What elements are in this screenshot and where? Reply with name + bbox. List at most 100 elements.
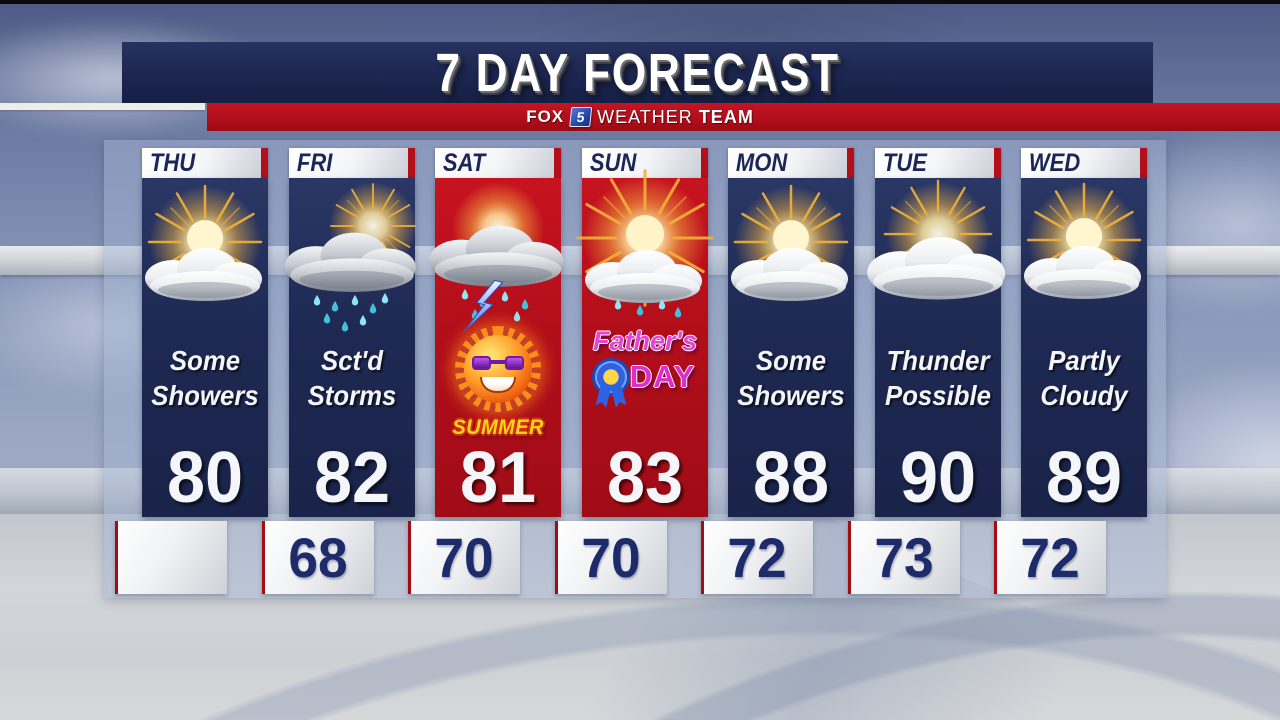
day-column-wed: WED Partly Cloudy 89 72	[994, 148, 1147, 594]
day-column-mon: MON Some Showers 88 72	[701, 148, 854, 594]
day-header: SUN	[582, 148, 708, 178]
sunglasses-bridge	[490, 360, 506, 364]
day-header: THU	[142, 148, 268, 178]
condition-line: Cloudy	[1040, 380, 1128, 411]
day-body: SUMMER 81	[429, 178, 564, 518]
sunglasses-icon	[472, 356, 491, 370]
high-temp: 83	[606, 438, 684, 518]
day-label: SUN	[589, 148, 637, 177]
day-label: MON	[735, 148, 788, 177]
day-body: Sct'd Storms 82	[284, 178, 418, 518]
low-temp-box: 70	[408, 521, 520, 594]
low-temp-box: 68	[262, 521, 374, 594]
low-temp: 70	[434, 526, 494, 589]
low-temp-box	[115, 521, 227, 594]
fathers-day-row: DAY	[594, 359, 696, 395]
day-header: MON	[728, 148, 854, 178]
sun-showers-icon	[560, 169, 730, 332]
low-box-red-bar	[555, 521, 558, 594]
high-temp: 89	[1045, 438, 1123, 518]
day-label: WED	[1028, 148, 1081, 177]
header-red-bar	[408, 148, 415, 178]
condition-line: Some	[755, 345, 827, 376]
partly-cloudy-icon	[706, 182, 876, 332]
day-label: TUE	[882, 148, 927, 177]
partly-cloudy-icon	[120, 182, 290, 332]
condition-text: Some Showers	[726, 343, 857, 413]
day-body: Father's DAY 83	[576, 169, 714, 518]
low-temp-box: 70	[555, 521, 667, 594]
low-temp: 70	[581, 526, 641, 589]
day-body: Some Showers 88	[728, 178, 854, 517]
condition-line: Storms	[307, 380, 397, 411]
day-body: Some Showers 80	[142, 178, 268, 517]
summer-text: SUMMER	[452, 416, 544, 439]
day-text: DAY	[629, 359, 696, 394]
condition-line: Thunder	[886, 345, 990, 376]
team-label: TEAM	[698, 106, 754, 127]
left-accent-strip	[0, 103, 205, 110]
low-temp: 72	[727, 526, 787, 589]
low-temp: 68	[288, 526, 348, 589]
day-header: WED	[1021, 148, 1147, 178]
header-red-bar	[261, 148, 268, 178]
condition-text: Some Showers	[140, 343, 271, 413]
header-red-bar	[554, 148, 561, 178]
sunglasses-icon	[505, 356, 524, 370]
low-box-red-bar	[408, 521, 411, 594]
low-temp-box: 72	[994, 521, 1106, 594]
brand-bar: FOX 5 WEATHER TEAM	[207, 103, 1280, 131]
header-red-bar	[1140, 148, 1147, 178]
fox-logo: FOX	[526, 107, 565, 126]
fathers-day-badge: Father's DAY	[582, 326, 708, 395]
day-label: FRI	[296, 148, 333, 177]
smile-icon	[480, 377, 516, 393]
low-box-red-bar	[262, 521, 265, 594]
top-letterbox-bar	[0, 0, 1280, 4]
thunderstorm-icon	[413, 182, 583, 333]
low-box-red-bar	[701, 521, 704, 594]
low-temp-box: 72	[701, 521, 813, 594]
condition-line: Showers	[737, 380, 845, 411]
low-temp	[118, 521, 224, 594]
high-temp: 81	[459, 438, 537, 518]
day-column-fri: FRI Sct'd Storms	[262, 148, 418, 594]
day-column-sat: SAT	[408, 148, 564, 594]
condition-line: Some	[169, 345, 241, 376]
high-temp: 88	[752, 438, 830, 518]
low-box-red-bar	[115, 521, 118, 594]
ribbon-rosette-icon	[594, 361, 627, 393]
summer-badge: SUMMER	[435, 326, 561, 440]
page-title: 7 DAY FORECAST	[435, 42, 840, 103]
header-red-bar	[994, 148, 1001, 178]
weather-label: WEATHER	[597, 106, 693, 127]
low-temp: 73	[874, 526, 934, 589]
condition-line: Partly	[1048, 345, 1120, 376]
condition-text: Partly Cloudy	[1019, 343, 1150, 413]
low-box-red-bar	[848, 521, 851, 594]
high-temp: 90	[899, 438, 977, 518]
day-header: TUE	[875, 148, 1001, 178]
header-red-bar	[847, 148, 854, 178]
day-column-thu: THU Some Showers 80	[115, 148, 268, 594]
title-banner: 7 DAY FORECAST	[122, 42, 1153, 103]
day-body: Thunder Possible 90	[867, 178, 1006, 518]
high-temp: 82	[313, 438, 391, 518]
day-header: SAT	[435, 148, 561, 178]
low-box-red-bar	[994, 521, 997, 594]
condition-line: Showers	[151, 380, 259, 411]
day-body: Partly Cloudy 89	[1021, 178, 1147, 517]
high-temp: 80	[166, 438, 244, 518]
fox5-weather-team-logo: FOX 5 WEATHER TEAM	[526, 103, 754, 131]
condition-text: Thunder Possible	[873, 343, 1004, 413]
channel-5-badge: 5	[569, 107, 593, 127]
low-temp: 72	[1020, 526, 1080, 589]
condition-line: Possible	[885, 380, 991, 411]
day-column-sun: SUN Father's D	[555, 148, 714, 594]
header-red-bar	[701, 148, 708, 178]
summer-sun-face	[464, 335, 532, 403]
fathers-text: Father's	[593, 326, 697, 356]
condition-text: Sct'd Storms	[287, 343, 418, 413]
partly-cloudy-icon	[999, 182, 1169, 332]
day-column-tue: TUE Thunder Possible 90 73	[848, 148, 1006, 594]
